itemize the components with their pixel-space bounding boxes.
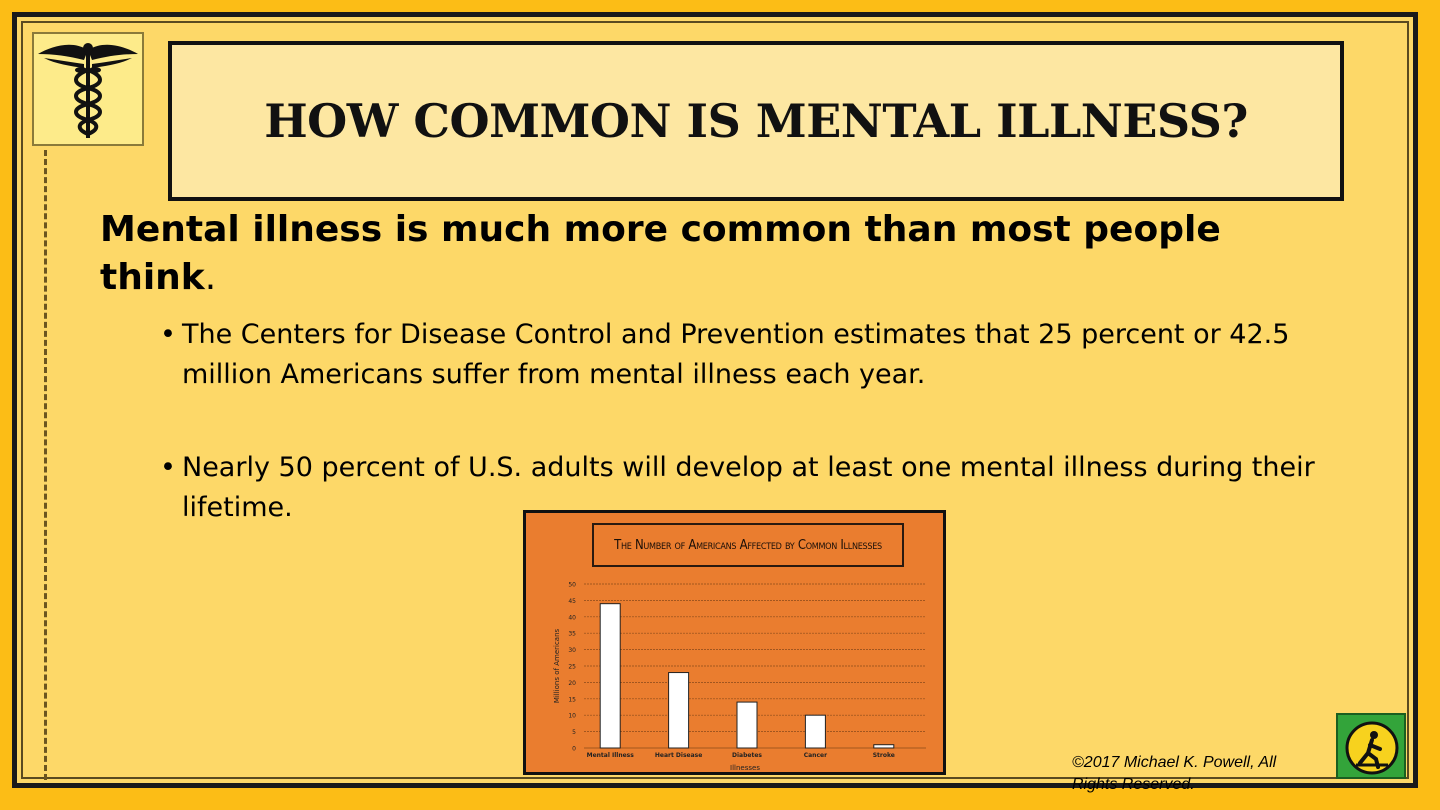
- page-title: HOW COMMON IS MENTAL ILLNESS?: [264, 94, 1248, 148]
- bar: [873, 744, 895, 749]
- hiker-badge-icon: [1345, 721, 1399, 775]
- y-tick-label: 25: [568, 664, 576, 671]
- lead-statement: Mental illness is much more common than …: [100, 206, 1260, 302]
- caduceus-logo: [32, 32, 144, 146]
- lead-text: Mental illness is much more common than …: [100, 209, 1221, 298]
- y-tick-label: 35: [568, 631, 576, 638]
- x-tick-label: Cancer: [804, 752, 827, 759]
- y-tick-label: 50: [568, 582, 576, 589]
- copyright-notice: ©2017 Michael K. Powell, All Rights Rese…: [1072, 754, 1277, 793]
- y-tick-label: 40: [568, 614, 576, 621]
- y-tick-label: 45: [568, 598, 576, 605]
- bar: [599, 603, 621, 749]
- bar: [804, 714, 826, 749]
- bar: [668, 672, 690, 749]
- y-tick-label: 20: [568, 680, 576, 687]
- chart-title: The Number of Americans Affected by Comm…: [592, 523, 904, 567]
- y-tick-label: 30: [568, 647, 576, 654]
- slide-inner-border: [21, 21, 1409, 779]
- y-tick-label: 15: [568, 696, 576, 703]
- hiker-badge: [1336, 713, 1406, 779]
- chart-svg: 0 5 10 15 20 25 30 35 40 45 50 Mental Illness Heart …: [553, 582, 926, 772]
- x-tick-label: Mental Illness: [587, 752, 635, 759]
- title-box: HOW COMMON IS MENTAL ILLNESS?: [168, 41, 1344, 201]
- bullet-text: The Centers for Disease Control and Prev…: [182, 319, 1290, 390]
- bullet-text: Nearly 50 percent of U.S. adults will de…: [182, 452, 1315, 523]
- bullet-item: • The Centers for Disease Control and Pr…: [160, 315, 1340, 395]
- y-tick-label: 10: [568, 713, 576, 720]
- x-tick-label: Heart Disease: [655, 752, 702, 759]
- y-tick-label: 0: [572, 746, 576, 753]
- x-tick-label: Stroke: [873, 752, 895, 759]
- x-tick-label: Diabetes: [732, 752, 762, 759]
- y-axis-label: Millions of Americans: [553, 628, 561, 703]
- caduceus-icon: [38, 43, 138, 138]
- dashed-divider: [44, 150, 47, 780]
- lead-period: .: [204, 257, 217, 298]
- x-axis-label: Illnesses: [730, 764, 760, 772]
- bullet-mark: •: [160, 452, 176, 483]
- bar-chart: 0 5 10 15 20 25 30 35 40 45 50 Mental Illness Heart …: [523, 510, 946, 775]
- y-tick-label: 5: [572, 729, 576, 736]
- bar: [736, 701, 758, 749]
- bullet-item: • Nearly 50 percent of U.S. adults will …: [160, 448, 1340, 528]
- bullet-mark: •: [160, 319, 176, 350]
